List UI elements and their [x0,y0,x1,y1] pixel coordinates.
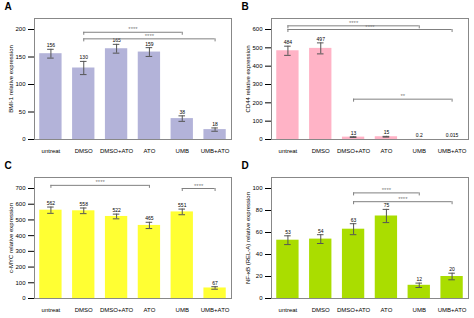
svg-text:400: 400 [15,233,26,239]
svg-text:C: C [5,160,12,171]
svg-text:DMSO+ATO: DMSO+ATO [100,148,134,154]
svg-text:200: 200 [252,100,263,106]
svg-text:UMB+ATO: UMB+ATO [438,148,467,154]
svg-text:67: 67 [212,280,218,286]
svg-text:13: 13 [351,130,357,136]
svg-text:B: B [242,1,249,12]
svg-text:0.2: 0.2 [416,132,423,138]
svg-text:ATO: ATO [144,307,156,313]
svg-text:159: 159 [145,41,154,47]
svg-text:untreat: untreat [42,307,61,313]
svg-text:0: 0 [22,136,26,142]
svg-text:20: 20 [449,266,455,272]
svg-text:UMB+ATO: UMB+ATO [438,307,467,313]
svg-text:500: 500 [15,217,26,223]
svg-text:100: 100 [15,81,26,87]
svg-text:522: 522 [112,207,121,213]
svg-text:156: 156 [47,42,56,48]
svg-text:18: 18 [212,121,218,127]
svg-text:UMB: UMB [176,148,189,154]
svg-text:700: 700 [15,185,26,191]
svg-text:BMI-1 relative expression: BMI-1 relative expression [8,45,14,113]
svg-text:untreat: untreat [279,307,298,313]
svg-text:A: A [5,1,12,12]
svg-text:UMB: UMB [176,307,189,313]
svg-text:**: ** [400,93,405,99]
svg-text:100: 100 [252,118,263,124]
svg-text:ATO: ATO [381,307,393,313]
svg-text:300: 300 [15,248,26,254]
svg-text:DMSO+ATO: DMSO+ATO [100,307,134,313]
svg-text:****: **** [382,187,392,193]
svg-text:497: 497 [317,36,326,42]
svg-text:****: **** [365,24,375,30]
svg-text:20: 20 [256,273,263,279]
svg-text:12: 12 [416,276,422,282]
svg-text:63: 63 [351,217,357,223]
svg-text:200: 200 [15,264,26,270]
svg-text:53: 53 [285,229,291,235]
svg-text:551: 551 [178,202,187,208]
svg-text:****: **** [398,196,408,202]
svg-text:c-MYC relative expression: c-MYC relative expression [8,203,14,273]
svg-text:558: 558 [80,201,89,207]
svg-text:DMSO+ATO: DMSO+ATO [337,148,371,154]
svg-text:300: 300 [252,81,263,87]
svg-text:0: 0 [259,136,263,142]
svg-text:40: 40 [256,251,263,257]
svg-text:DMSO: DMSO [312,148,330,154]
svg-text:100: 100 [252,185,263,191]
svg-text:60: 60 [256,229,263,235]
svg-text:500: 500 [252,45,263,51]
svg-text:150: 150 [15,54,26,60]
svg-text:54: 54 [318,228,324,234]
svg-text:DMSO: DMSO [312,307,330,313]
svg-text:****: **** [128,26,138,32]
svg-text:UMB: UMB [413,307,426,313]
svg-text:484: 484 [284,39,293,45]
svg-text:DMSO: DMSO [75,148,93,154]
svg-text:130: 130 [80,54,89,60]
svg-text:562: 562 [47,200,56,206]
svg-text:D: D [242,160,249,171]
svg-text:15: 15 [384,129,390,135]
svg-text:****: **** [145,33,155,39]
svg-text:50: 50 [19,109,26,115]
svg-text:DMSO+ATO: DMSO+ATO [337,307,371,313]
svg-text:ATO: ATO [381,148,393,154]
svg-text:UMB: UMB [413,148,426,154]
svg-text:600: 600 [15,201,26,207]
svg-text:UMB+ATO: UMB+ATO [201,148,230,154]
svg-text:600: 600 [252,26,263,32]
svg-text:NF-κB (REL-A) relative express: NF-κB (REL-A) relative expression [245,192,251,284]
svg-text:80: 80 [256,207,263,213]
svg-text:200: 200 [15,26,26,32]
svg-text:ATO: ATO [144,148,156,154]
svg-text:0.015: 0.015 [446,132,459,138]
svg-text:****: **** [349,20,359,26]
svg-text:****: **** [194,183,204,189]
svg-text:untreat: untreat [42,148,61,154]
svg-text:165: 165 [112,37,121,43]
svg-text:75: 75 [384,202,390,208]
svg-text:465: 465 [145,215,154,221]
svg-text:DMSO: DMSO [75,307,93,313]
svg-text:400: 400 [252,63,263,69]
svg-text:CD44 relative expression: CD44 relative expression [245,45,251,112]
svg-text:untreat: untreat [279,148,298,154]
svg-text:0: 0 [259,295,263,301]
svg-text:UMB+ATO: UMB+ATO [201,307,230,313]
svg-text:100: 100 [15,280,26,286]
svg-text:0: 0 [22,295,26,301]
svg-text:38: 38 [179,109,185,115]
svg-text:****: **** [95,179,105,185]
